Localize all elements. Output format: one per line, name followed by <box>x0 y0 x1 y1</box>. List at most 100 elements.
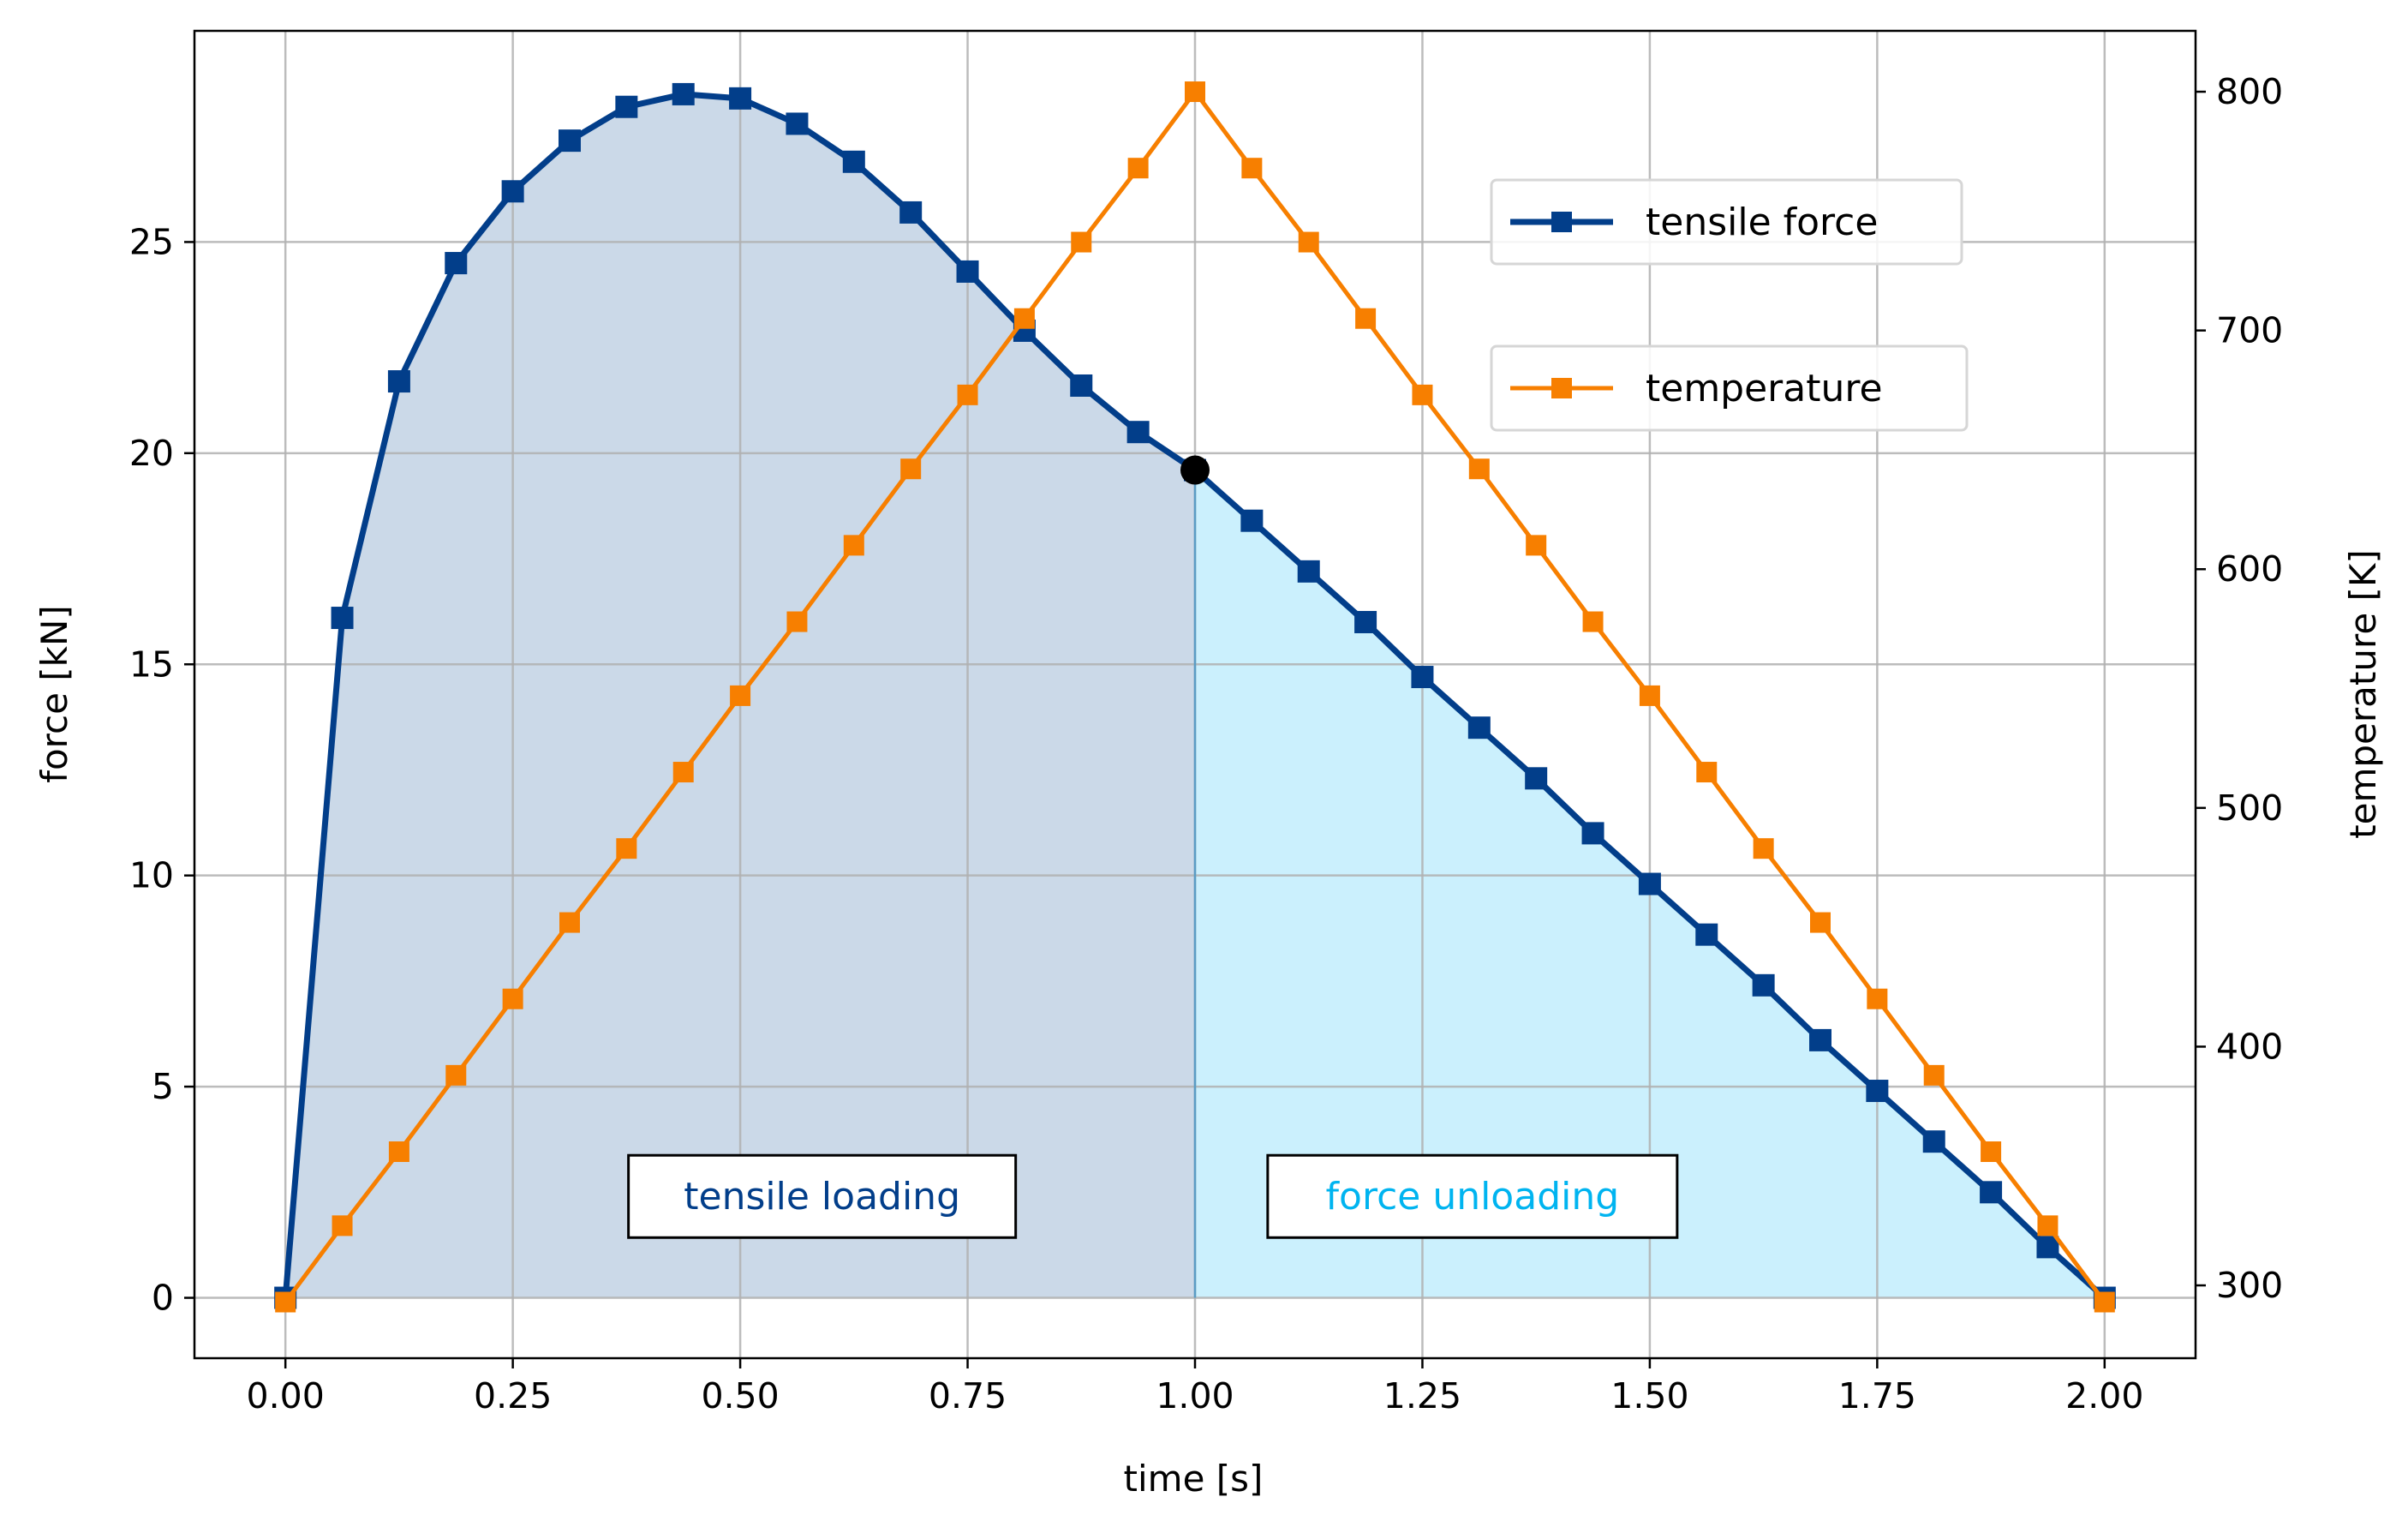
tensile-force-point-17 <box>1240 509 1264 532</box>
temperature-point-5 <box>559 912 580 933</box>
y2-axis-label: temperature [K] <box>2342 549 2384 839</box>
tensile-force-point-14 <box>1070 374 1093 397</box>
tensile-force-point-23 <box>1581 822 1604 845</box>
annotation-box-1 <box>1266 1153 1679 1239</box>
tensile-force-point-19 <box>1354 610 1377 633</box>
tensile-force-point-10 <box>842 150 865 173</box>
x-tick-label-6: 1.50 <box>1610 1375 1688 1416</box>
temperature-point-0 <box>275 1291 296 1313</box>
x-tick-label-5: 1.25 <box>1383 1375 1461 1416</box>
tensile-force-point-2 <box>387 370 410 393</box>
temperature-point-17 <box>1241 158 1263 179</box>
temperature-point-31 <box>2037 1215 2058 1237</box>
tensile-force-point-4 <box>501 180 524 203</box>
y2-tick-label-1: 400 <box>2216 1026 2283 1067</box>
tensile-force-point-18 <box>1297 560 1320 583</box>
tensile-force-point-11 <box>899 201 923 224</box>
tensile-force-point-22 <box>1525 767 1548 790</box>
temperature-point-10 <box>843 535 864 556</box>
y-tick-label-3: 15 <box>129 644 174 685</box>
tensile-force-point-28 <box>1866 1080 1889 1103</box>
y-axis-ticks: 0 5 10 15 20 25 <box>129 221 194 1319</box>
tensile-force-point-25 <box>1695 923 1718 946</box>
tensile-force-point-7 <box>672 82 695 105</box>
legend-label-1: temperature <box>1646 367 1883 410</box>
temperature-point-21 <box>1468 458 1490 480</box>
temperature-point-9 <box>786 611 808 632</box>
y2-tick-label-4: 700 <box>2216 310 2283 351</box>
annotation-label-0: tensile loading <box>684 1175 960 1219</box>
x-axis-label: time [s] <box>1124 1458 1264 1500</box>
tensile-force-point-5 <box>559 129 581 153</box>
y2-tick-label-3: 600 <box>2216 548 2283 590</box>
x-tick-label-3: 0.75 <box>929 1375 1007 1416</box>
x-tick-label-0: 0.00 <box>247 1375 325 1416</box>
y-axis-label: force [kN] <box>33 605 75 783</box>
y-tick-label-1: 5 <box>152 1066 174 1107</box>
temperature-point-4 <box>502 988 523 1009</box>
tensile-force-point-8 <box>729 87 752 110</box>
temperature-point-26 <box>1753 838 1774 859</box>
temperature-point-12 <box>957 384 978 405</box>
legend-marker-0 <box>1551 212 1572 232</box>
x-axis-ticks: 0.00 0.25 0.50 0.75 1.00 1.25 1.50 1.75 2.00 <box>247 1358 2143 1416</box>
y-tick-label-0: 0 <box>152 1278 174 1319</box>
temperature-point-16 <box>1185 81 1205 103</box>
x-tick-label-7: 1.75 <box>1838 1375 1916 1416</box>
tensile-force-point-27 <box>1809 1028 1831 1051</box>
tensile-force-point-1 <box>331 607 354 630</box>
legend-marker-1 <box>1551 378 1572 398</box>
legend-box-0 <box>1490 178 1963 266</box>
temperature-point-15 <box>1127 158 1149 179</box>
legend-label-0: tensile force <box>1646 201 1878 244</box>
legend: tensile force temperature <box>1490 178 1969 432</box>
tensile-force-point-31 <box>2036 1236 2059 1259</box>
y2-axis-ticks: 300 400 500 600 700 800 <box>2196 71 2283 1306</box>
marker-point <box>1180 455 1210 485</box>
temperature-point-25 <box>1696 762 1718 783</box>
y2-tick-label-2: 500 <box>2216 787 2283 829</box>
tensile-force-point-15 <box>1126 421 1150 444</box>
temperature-point-27 <box>1810 912 1831 933</box>
tensile-force-point-26 <box>1752 973 1775 997</box>
annotation-box-0 <box>627 1153 1018 1239</box>
x-tick-label-2: 0.50 <box>701 1375 779 1416</box>
temperature-point-32 <box>2094 1291 2115 1313</box>
y2-tick-label-0: 300 <box>2216 1265 2283 1306</box>
x-tick-label-8: 2.00 <box>2065 1375 2143 1416</box>
temperature-point-1 <box>332 1215 353 1237</box>
annotation-label-1: force unloading <box>1326 1175 1620 1219</box>
temperature-point-8 <box>730 685 751 706</box>
tensile-force-point-9 <box>786 112 809 135</box>
temperature-point-13 <box>1013 308 1035 329</box>
temperature-point-2 <box>388 1141 409 1163</box>
temperature-point-24 <box>1639 685 1660 706</box>
tensile-force-point-29 <box>1922 1130 1945 1153</box>
tensile-force-point-30 <box>1980 1181 2003 1204</box>
intersection-marker <box>1180 455 1210 485</box>
tensile-force-point-6 <box>615 95 638 118</box>
y-tick-label-2: 10 <box>129 855 174 896</box>
x-tick-label-4: 1.00 <box>1156 1375 1234 1416</box>
temperature-point-6 <box>616 838 637 859</box>
temperature-point-29 <box>1923 1064 1945 1086</box>
y2-tick-label-5: 800 <box>2216 71 2283 112</box>
temperature-point-28 <box>1867 988 1888 1009</box>
x-tick-label-1: 0.25 <box>474 1375 552 1416</box>
y-tick-label-5: 25 <box>129 221 174 262</box>
temperature-point-7 <box>672 762 694 783</box>
tensile-force-point-3 <box>445 252 468 275</box>
temperature-point-20 <box>1412 384 1433 405</box>
tensile-force-point-24 <box>1638 872 1661 895</box>
temperature-point-22 <box>1526 535 1547 556</box>
tensile-force-point-21 <box>1467 716 1491 740</box>
temperature-point-30 <box>1981 1141 2002 1163</box>
tensile-force-point-20 <box>1411 666 1434 689</box>
region-annotations: tensile loading force unloading <box>627 1153 1679 1239</box>
legend-box-1 <box>1490 344 1969 432</box>
temperature-series <box>275 81 2115 1313</box>
temperature-point-23 <box>1582 611 1604 632</box>
temperature-point-18 <box>1298 231 1319 253</box>
temperature-point-11 <box>900 458 922 480</box>
tensile-force-point-12 <box>956 260 979 283</box>
